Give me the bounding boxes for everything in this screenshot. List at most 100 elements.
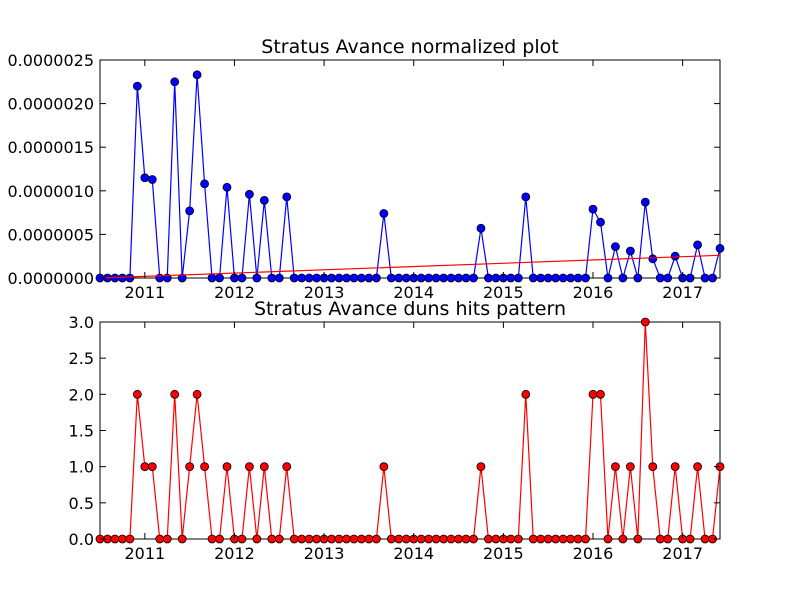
data-point <box>551 273 561 283</box>
data-point <box>663 534 673 544</box>
y-tick-label: 0.0000025 <box>7 51 94 70</box>
data-point <box>140 462 150 472</box>
data-point <box>633 534 643 544</box>
data-point <box>640 197 650 207</box>
data-point <box>192 70 202 80</box>
data-point <box>588 389 598 399</box>
data-point <box>506 534 516 544</box>
data-point <box>386 273 396 283</box>
data-point <box>700 273 710 283</box>
series-line <box>100 321 721 540</box>
data-point <box>252 534 262 544</box>
x-tick-label: 2012 <box>214 283 255 302</box>
x-tick-label: 2011 <box>124 544 165 563</box>
data-point <box>648 462 658 472</box>
data-point <box>125 273 135 283</box>
data-point <box>312 534 322 544</box>
x-tick-label: 2014 <box>393 544 434 563</box>
x-tick-label: 2011 <box>124 283 165 302</box>
data-point <box>267 273 277 283</box>
data-point <box>536 534 546 544</box>
data-point <box>685 273 695 283</box>
x-tick-label: 2016 <box>573 283 614 302</box>
series-line <box>99 254 721 279</box>
data-point <box>446 273 456 283</box>
data-point <box>394 534 404 544</box>
data-point <box>581 534 590 544</box>
data-point <box>416 273 426 283</box>
data-point <box>342 273 351 283</box>
data-point <box>484 273 493 283</box>
data-point <box>349 273 359 283</box>
data-point <box>357 273 366 283</box>
data-point <box>625 246 635 256</box>
data-point <box>147 462 157 472</box>
data-point <box>611 462 620 472</box>
data-point <box>476 462 486 472</box>
data-point <box>558 273 568 283</box>
y-tick-label: 0.0000005 <box>7 225 94 244</box>
data-point <box>581 273 590 283</box>
data-point <box>222 182 232 192</box>
data-point <box>700 534 710 544</box>
plot-area-frame <box>99 59 721 279</box>
data-point <box>177 534 187 544</box>
y-tick-label: 0.0000000 <box>7 269 94 288</box>
data-point <box>573 534 583 544</box>
y-tick-label: 0.0 <box>69 530 94 549</box>
data-point <box>371 273 381 283</box>
data-point <box>663 273 673 283</box>
data-point <box>207 273 217 283</box>
data-point <box>670 251 680 261</box>
data-point <box>327 273 336 283</box>
data-point <box>484 534 493 544</box>
data-point <box>543 273 553 283</box>
data-point <box>469 273 478 283</box>
x-tick-label: 2014 <box>393 283 434 302</box>
data-point <box>454 534 463 544</box>
data-point <box>357 534 366 544</box>
data-point <box>155 534 165 544</box>
data-point <box>334 273 344 283</box>
data-point <box>454 273 463 283</box>
data-point <box>289 273 299 283</box>
data-point <box>588 204 598 214</box>
data-point <box>640 317 650 327</box>
data-point <box>513 273 523 283</box>
data-point <box>282 462 292 472</box>
data-point <box>252 273 262 283</box>
data-point <box>446 534 456 544</box>
data-point <box>200 462 209 472</box>
data-point <box>401 534 411 544</box>
data-point <box>185 206 195 216</box>
data-point <box>349 534 359 544</box>
y-tick-label: 2.0 <box>69 385 94 404</box>
data-point <box>431 534 441 544</box>
x-tick-label: 2016 <box>573 544 614 563</box>
data-point <box>386 534 396 544</box>
y-tick-label: 2.5 <box>69 349 94 368</box>
data-point <box>110 534 120 544</box>
data-point <box>685 534 695 544</box>
data-point <box>543 534 553 544</box>
x-tick-label: 2015 <box>483 283 524 302</box>
data-point <box>424 273 434 283</box>
data-point <box>274 534 284 544</box>
duns-hits-chart: 0.0 0.5 1.0 1.5 2.0 2.5 3.0 2011 2012 2013 2014 201… <box>69 298 725 563</box>
data-point <box>476 223 486 233</box>
data-point <box>670 462 680 472</box>
y-tick-label: 3.0 <box>69 313 94 332</box>
data-point <box>633 273 643 283</box>
data-point <box>185 462 195 472</box>
data-point <box>162 534 172 544</box>
data-point <box>566 273 576 283</box>
data-point <box>192 389 202 399</box>
data-point <box>439 534 449 544</box>
y-tick-label: 0.0000015 <box>7 138 94 157</box>
data-point <box>693 462 702 472</box>
y-tick-label: 0.5 <box>69 494 94 513</box>
data-point <box>528 534 538 544</box>
data-point <box>200 179 209 189</box>
data-point <box>439 273 449 283</box>
data-point <box>364 534 374 544</box>
